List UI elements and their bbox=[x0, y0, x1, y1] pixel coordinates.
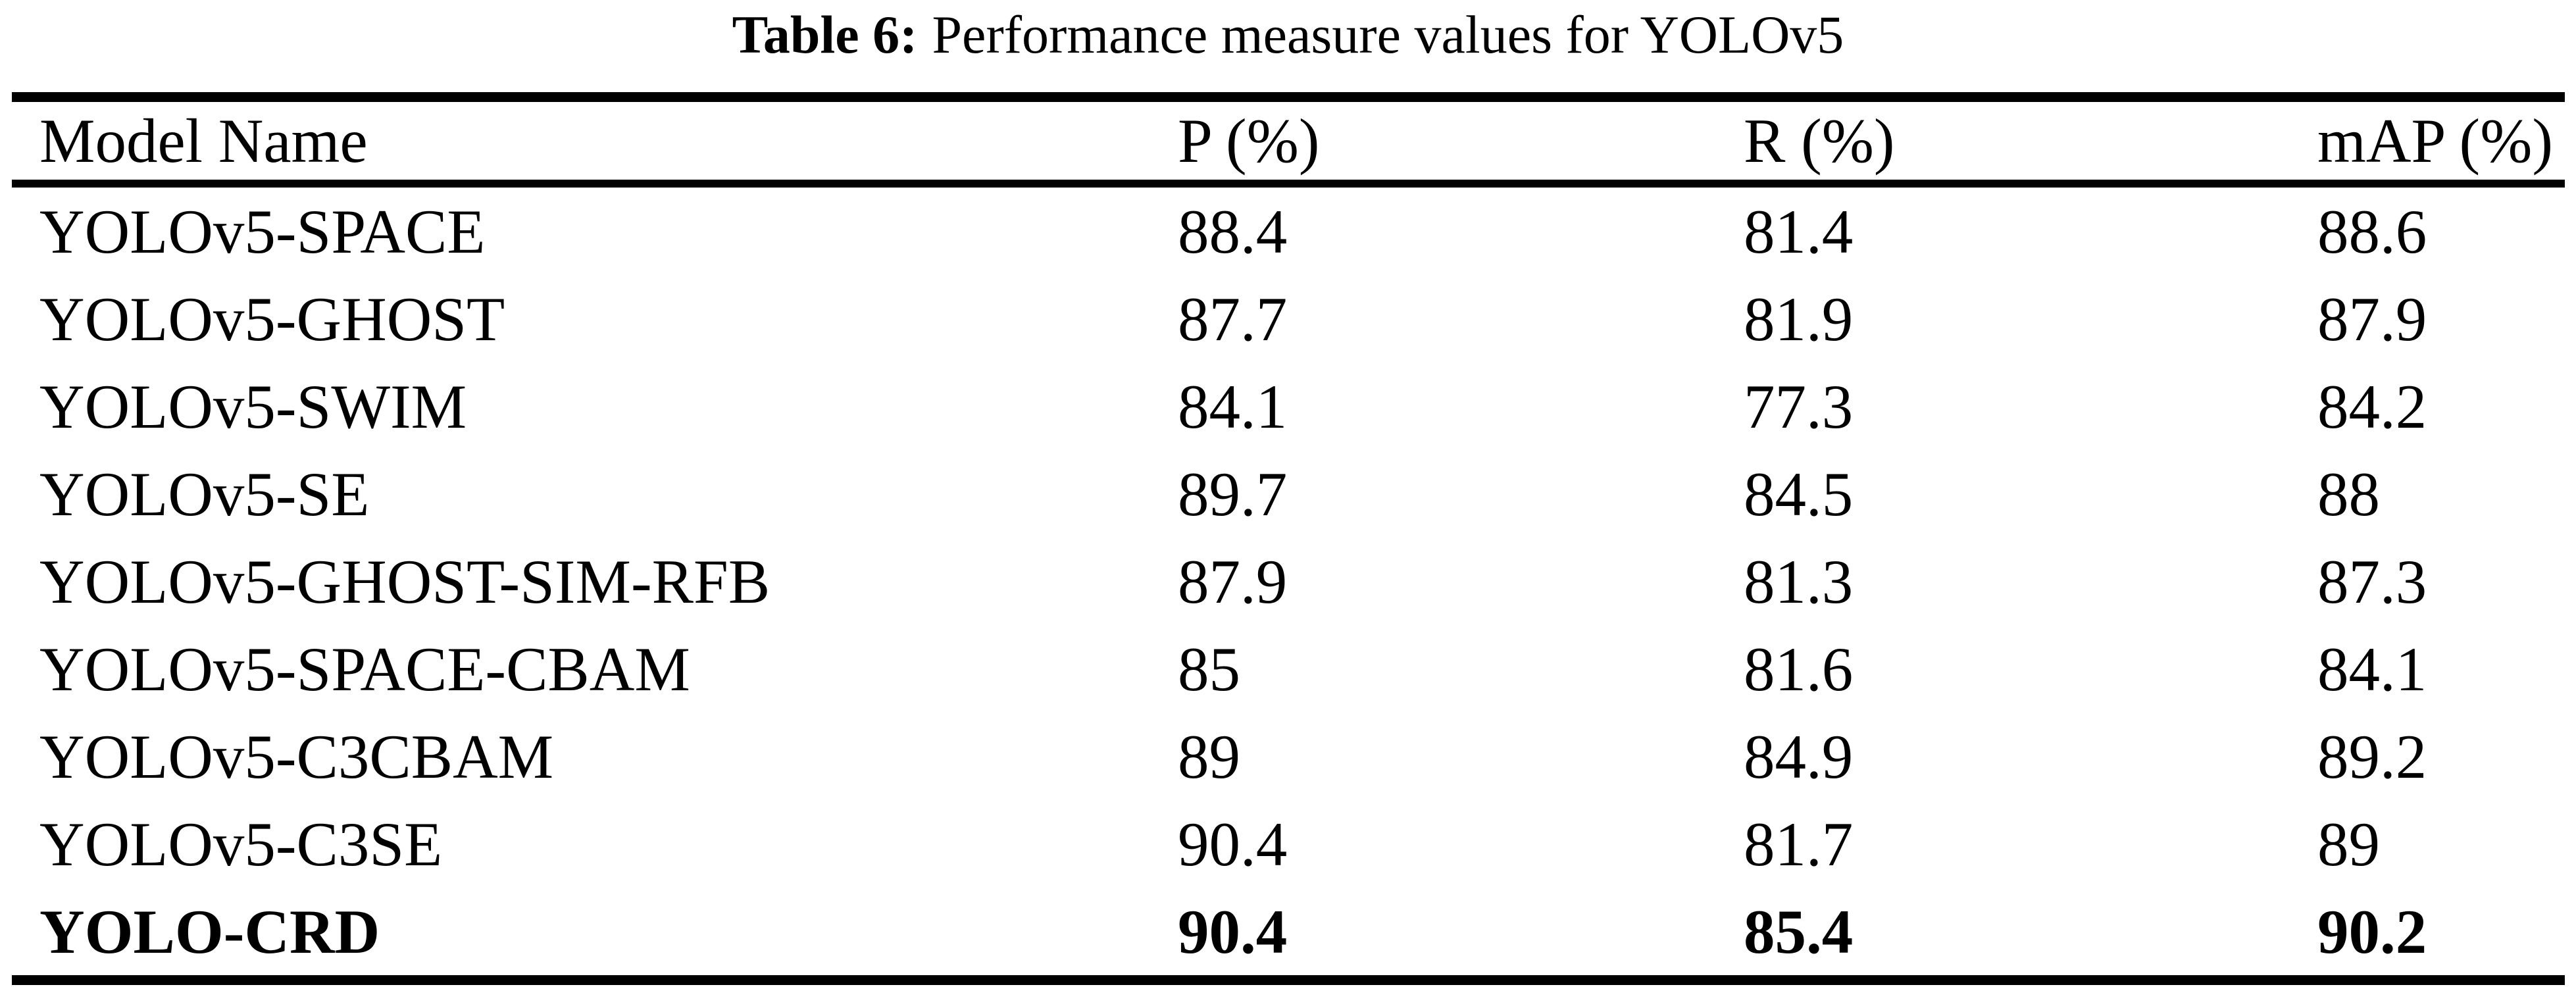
table-row-highlight-yolo-crd: YOLO-CRD 90.4 85.4 90.2 bbox=[12, 888, 2565, 980]
model-name-cell: YOLO-CRD bbox=[39, 896, 380, 967]
map-cell: 88.6 bbox=[2317, 196, 2427, 266]
table-header: Model Name P (%) R (%) mAP (%) bbox=[12, 97, 2565, 188]
table-row: YOLOv5-SE 89.7 84.5 88 bbox=[12, 450, 2565, 538]
model-name-cell: YOLOv5-GHOST bbox=[39, 284, 505, 354]
precision-cell: 89.7 bbox=[1178, 459, 1288, 529]
col-header-map: mAP (%) bbox=[2317, 97, 2565, 188]
table-row: YOLOv5-GHOST 87.7 81.9 87.9 bbox=[12, 275, 2565, 363]
recall-cell: 81.7 bbox=[1744, 809, 1854, 879]
table-row: YOLOv5-SPACE-CBAM 85 81.6 84.1 bbox=[12, 625, 2565, 713]
model-name-cell: YOLOv5-GHOST-SIM-RFB bbox=[39, 546, 770, 617]
model-name-cell: YOLOv5-SPACE bbox=[39, 196, 486, 266]
precision-cell: 90.4 bbox=[1178, 896, 1288, 967]
precision-cell: 87.9 bbox=[1178, 546, 1288, 617]
header-row: Model Name P (%) R (%) mAP (%) bbox=[12, 97, 2565, 188]
map-cell: 87.3 bbox=[2317, 546, 2427, 617]
map-cell: 84.2 bbox=[2317, 371, 2427, 442]
col-header-model-name: Model Name bbox=[12, 97, 1178, 188]
performance-table: Model Name P (%) R (%) mAP (%) YOLOv5-SP… bbox=[12, 92, 2565, 985]
map-cell: 88 bbox=[2317, 459, 2380, 529]
table-row: YOLOv5-SWIM 84.1 77.3 84.2 bbox=[12, 363, 2565, 450]
recall-cell: 81.9 bbox=[1744, 284, 1854, 354]
precision-cell: 89 bbox=[1178, 721, 1240, 792]
map-cell: 89 bbox=[2317, 809, 2380, 879]
model-name-cell: YOLOv5-SPACE-CBAM bbox=[39, 634, 690, 704]
model-name-cell: YOLOv5-C3CBAM bbox=[39, 721, 554, 792]
recall-cell: 84.5 bbox=[1744, 459, 1854, 529]
recall-cell: 81.6 bbox=[1744, 634, 1854, 704]
table-caption-label: Table 6: bbox=[732, 5, 918, 64]
table-body: YOLOv5-SPACE 88.4 81.4 88.6 YOLOv5-GHOST… bbox=[12, 184, 2565, 980]
map-cell: 89.2 bbox=[2317, 721, 2427, 792]
map-cell: 87.9 bbox=[2317, 284, 2427, 354]
precision-cell: 85 bbox=[1178, 634, 1240, 704]
col-header-precision: P (%) bbox=[1178, 97, 1744, 188]
table-row: YOLOv5-C3SE 90.4 81.7 89 bbox=[12, 800, 2565, 888]
precision-cell: 90.4 bbox=[1178, 809, 1288, 879]
precision-cell: 87.7 bbox=[1178, 284, 1288, 354]
precision-cell: 84.1 bbox=[1178, 371, 1288, 442]
col-header-recall: R (%) bbox=[1744, 97, 2317, 188]
table-caption-text: Performance measure values for YOLOv5 bbox=[932, 5, 1844, 64]
recall-cell: 84.9 bbox=[1744, 721, 1854, 792]
table-row: YOLOv5-GHOST-SIM-RFB 87.9 81.3 87.3 bbox=[12, 538, 2565, 625]
recall-cell: 77.3 bbox=[1744, 371, 1854, 442]
model-name-cell: YOLOv5-SE bbox=[39, 459, 370, 529]
model-name-cell: YOLOv5-C3SE bbox=[39, 809, 443, 879]
map-cell: 84.1 bbox=[2317, 634, 2427, 704]
precision-cell: 88.4 bbox=[1178, 196, 1288, 266]
recall-cell: 85.4 bbox=[1744, 896, 1854, 967]
table-caption: Table 6: Performance measure values for Y… bbox=[0, 4, 2576, 66]
table-row: YOLOv5-SPACE 88.4 81.4 88.6 bbox=[12, 184, 2565, 275]
table-row: YOLOv5-C3CBAM 89 84.9 89.2 bbox=[12, 713, 2565, 800]
recall-cell: 81.4 bbox=[1744, 196, 1854, 266]
recall-cell: 81.3 bbox=[1744, 546, 1854, 617]
model-name-cell: YOLOv5-SWIM bbox=[39, 371, 467, 442]
map-cell: 90.2 bbox=[2317, 896, 2427, 967]
